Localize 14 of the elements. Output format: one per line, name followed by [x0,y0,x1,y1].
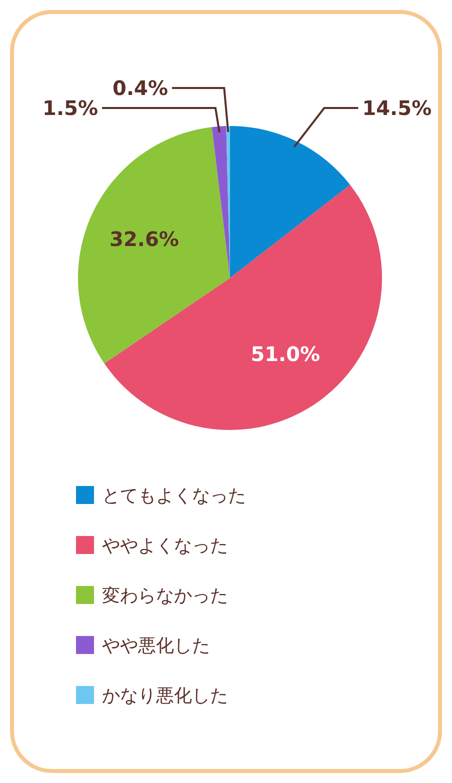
pie-slice [212,126,230,278]
pie-slice [104,184,382,430]
pie-slice [230,126,350,278]
data-label: 32.6% [110,226,179,251]
pie-slice [78,127,230,364]
data-label: 1.5% [42,96,98,120]
data-label: 51.0% [250,342,320,366]
data-label: 0.4% [112,76,168,100]
legend-label: とてもよくなった [102,485,246,506]
legend-label: かなり悪化した [102,685,228,706]
legend-label: ややよくなった [102,535,228,556]
legend-label: 変わらなかった [102,585,228,606]
data-label: 14.5% [362,96,432,120]
legend-label: やや悪化した [102,635,210,656]
